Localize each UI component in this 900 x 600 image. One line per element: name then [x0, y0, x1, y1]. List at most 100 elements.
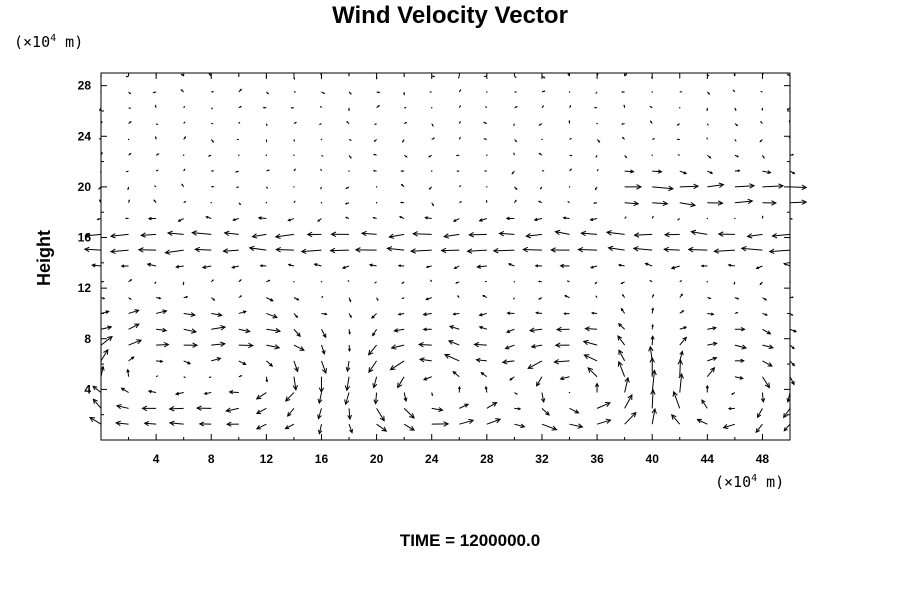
wind-vector: [320, 186, 322, 190]
wind-vector: [376, 297, 379, 302]
wind-vector: [507, 263, 515, 267]
wind-vector: [425, 297, 432, 301]
wind-vector: [265, 376, 269, 383]
wind-vector: [348, 107, 350, 112]
vector-head: [617, 322, 622, 327]
vector-shaft: [624, 412, 637, 425]
vector-shaft: [420, 358, 432, 362]
wind-vector: [762, 183, 785, 189]
vector-head: [378, 91, 381, 94]
vector-head: [360, 230, 367, 237]
wind-vector: [431, 407, 444, 412]
wind-vector: [530, 344, 543, 349]
vector-head: [211, 140, 214, 143]
wind-vector: [624, 216, 627, 219]
vector-head: [683, 326, 688, 330]
wind-vector: [374, 281, 377, 284]
wind-vector: [731, 392, 736, 395]
wind-vector: [265, 186, 269, 189]
vector-head: [143, 421, 150, 427]
vector-head: [321, 295, 324, 298]
wind-vector: [580, 230, 598, 237]
vector-head: [652, 293, 655, 297]
wind-vector: [98, 138, 102, 140]
vector-shaft: [679, 185, 699, 188]
wind-vector: [707, 312, 715, 316]
vector-head: [677, 218, 679, 221]
vector-head: [793, 329, 798, 333]
wind-vector: [786, 107, 791, 111]
vector-head: [201, 265, 207, 270]
vector-head: [740, 327, 746, 332]
wind-vector: [255, 423, 267, 430]
wind-vector: [317, 424, 323, 435]
vector-head: [317, 398, 323, 405]
wind-vector: [422, 376, 432, 381]
wind-vector: [293, 139, 295, 142]
vector-head: [126, 368, 130, 373]
wind-vector: [155, 123, 159, 126]
wind-vector: [368, 263, 377, 267]
vector-shaft: [706, 367, 715, 378]
wind-vector: [583, 354, 598, 362]
vector-head: [300, 248, 307, 255]
vector-head: [207, 154, 210, 157]
vector-head: [596, 72, 599, 75]
vector-shaft: [376, 423, 387, 432]
x-tick-label: 40: [646, 452, 660, 466]
y-axis-label: Height: [34, 230, 54, 286]
wind-vector: [410, 248, 432, 254]
wind-vector: [453, 265, 460, 269]
wind-vector: [208, 376, 212, 379]
vector-head: [747, 198, 754, 205]
vector-head: [220, 341, 226, 347]
wind-vector: [348, 170, 350, 172]
wind-vector: [292, 376, 298, 391]
vector-shaft: [523, 248, 542, 251]
vector-head: [225, 407, 232, 413]
wind-vector: [541, 138, 543, 141]
vector-head: [765, 313, 769, 316]
vector-head: [265, 140, 268, 143]
wind-vector: [706, 217, 709, 220]
wind-vector: [293, 121, 297, 125]
wind-vector: [568, 91, 571, 93]
vector-shaft: [287, 408, 295, 417]
vector-head: [482, 294, 485, 298]
vector-shaft: [403, 408, 415, 419]
vector-shaft: [624, 394, 633, 409]
vector-head: [381, 426, 388, 432]
vector-head: [761, 72, 764, 75]
vector-shaft: [679, 359, 681, 377]
wind-vector: [183, 360, 192, 365]
vector-head: [422, 312, 427, 317]
vector-head: [459, 185, 462, 187]
vector-head: [589, 217, 594, 222]
wind-vector: [403, 75, 405, 77]
wind-vector: [100, 335, 113, 346]
wind-vector: [783, 423, 791, 432]
vector-head: [372, 332, 376, 337]
wind-vector: [596, 122, 598, 125]
vector-head: [153, 185, 156, 187]
wind-vector: [760, 120, 763, 124]
vector-shaft: [772, 233, 791, 237]
vector-head: [125, 75, 128, 78]
vector-head: [515, 187, 518, 191]
wind-vector: [330, 231, 350, 237]
vector-head: [653, 138, 656, 140]
wind-vector: [458, 136, 461, 140]
wind-vector: [567, 200, 570, 204]
vector-head: [621, 136, 624, 139]
vector-head: [464, 403, 470, 408]
wind-vector: [663, 231, 680, 238]
vector-shaft: [707, 342, 717, 346]
vector-head: [317, 219, 320, 222]
wind-vector: [762, 170, 772, 175]
vector-head: [102, 297, 106, 300]
vector-head: [727, 407, 732, 411]
wind-vector: [590, 311, 598, 315]
vector-shaft: [224, 232, 239, 235]
wind-vector: [679, 310, 685, 314]
vector-head: [125, 170, 128, 173]
